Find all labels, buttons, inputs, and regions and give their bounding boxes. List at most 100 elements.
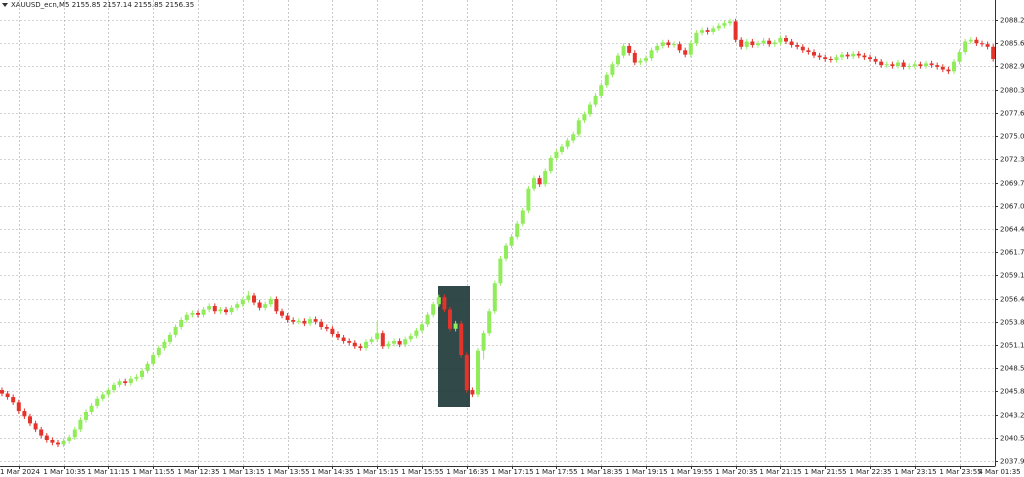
candle-body bbox=[330, 328, 335, 335]
y-tick-label: 2053.80 bbox=[1000, 319, 1024, 327]
candle-body bbox=[140, 370, 144, 377]
y-tick-label: 2088.25 bbox=[1000, 17, 1024, 25]
candle-body bbox=[72, 429, 77, 438]
candle-body bbox=[873, 59, 878, 62]
candle-body bbox=[884, 64, 889, 66]
y-tick-label: 2080.30 bbox=[1000, 87, 1024, 95]
candle-body bbox=[67, 437, 72, 441]
candle-body bbox=[336, 334, 340, 338]
x-tick-label: 1 Mar 21:15 bbox=[759, 468, 801, 476]
x-tick-label: 1 Mar 18:35 bbox=[580, 468, 622, 476]
candle-body bbox=[100, 394, 105, 399]
candle-body bbox=[162, 341, 167, 349]
candle-body bbox=[291, 320, 296, 322]
candle-body bbox=[498, 258, 503, 284]
x-tick-label: 1 Mar 17:15 bbox=[491, 468, 533, 476]
candle-body bbox=[744, 41, 749, 47]
candle-body bbox=[487, 311, 492, 334]
candle-body bbox=[0, 390, 4, 394]
candle-body bbox=[509, 236, 514, 246]
candle-body bbox=[184, 314, 189, 321]
candle-body bbox=[991, 46, 996, 60]
candle-body bbox=[504, 245, 508, 259]
candle-body bbox=[677, 44, 682, 51]
candle-body bbox=[358, 346, 363, 349]
candle-body bbox=[364, 341, 368, 349]
y-tick-label: 2077.65 bbox=[1000, 110, 1024, 118]
candle-body bbox=[235, 304, 240, 308]
candle-body bbox=[375, 333, 380, 340]
candle-body bbox=[481, 333, 486, 351]
x-tick-label: 1 Mar 19:55 bbox=[670, 468, 712, 476]
candle-body bbox=[61, 440, 66, 445]
candle-body bbox=[420, 324, 424, 331]
candle-body bbox=[532, 178, 536, 189]
x-tick-label: 1 Mar 11:15 bbox=[87, 468, 129, 476]
x-tick-label: 1 Mar 13:55 bbox=[267, 468, 309, 476]
candle-body bbox=[145, 363, 150, 371]
x-tick-label: 1 Mar 14:35 bbox=[311, 468, 353, 476]
candle-body bbox=[50, 439, 55, 443]
candle-body bbox=[700, 30, 704, 33]
candle-body bbox=[56, 442, 60, 445]
candle-body bbox=[543, 171, 548, 185]
candle-body bbox=[280, 311, 284, 316]
candle-body bbox=[459, 323, 464, 356]
candle-body bbox=[828, 59, 833, 61]
candle-body bbox=[901, 62, 906, 67]
candle-body bbox=[761, 40, 766, 44]
candle-body bbox=[784, 38, 788, 42]
y-tick-label: 2037.90 bbox=[1000, 458, 1024, 466]
candle-body bbox=[218, 309, 223, 312]
candle-body bbox=[627, 45, 632, 53]
candle-body bbox=[632, 52, 637, 63]
candle-body bbox=[638, 60, 643, 63]
candle-body bbox=[11, 397, 16, 403]
candle-body bbox=[896, 62, 900, 67]
candle-body bbox=[212, 306, 217, 312]
candle-body bbox=[414, 330, 419, 336]
candle-body bbox=[492, 283, 497, 312]
candle-body bbox=[520, 210, 525, 224]
candle-body bbox=[616, 55, 620, 65]
candle-body bbox=[207, 306, 212, 310]
candle-body bbox=[711, 28, 716, 32]
candle-body bbox=[929, 63, 934, 66]
x-tick-label: 1 Mar 2024 bbox=[0, 468, 40, 476]
candle-body bbox=[957, 52, 962, 62]
candle-body bbox=[868, 57, 872, 60]
candle-body bbox=[285, 315, 290, 321]
x-tick-label: 1 Mar 17:55 bbox=[535, 468, 577, 476]
candle-body bbox=[229, 307, 234, 313]
candle-body bbox=[610, 64, 615, 75]
candle-body bbox=[789, 41, 794, 46]
candle-body bbox=[588, 104, 592, 115]
candle-body bbox=[851, 53, 856, 57]
x-tick-label: 1 Mar 10:35 bbox=[43, 468, 85, 476]
candle-body bbox=[795, 45, 800, 47]
x-tick-label: 1 Mar 23:55 bbox=[939, 468, 981, 476]
candle-body bbox=[862, 55, 867, 58]
y-tick-label: 2051.15 bbox=[1000, 342, 1024, 350]
candle-body bbox=[806, 50, 811, 53]
candle-body bbox=[112, 384, 116, 391]
candle-body bbox=[196, 313, 200, 315]
candle-body bbox=[123, 381, 128, 384]
candle-body bbox=[442, 297, 447, 310]
candle-body bbox=[515, 223, 520, 237]
y-tick-label: 2040.55 bbox=[1000, 435, 1024, 443]
candle-body bbox=[739, 39, 744, 47]
candle-body bbox=[946, 69, 951, 72]
candle-body bbox=[347, 341, 352, 343]
candle-body bbox=[436, 297, 441, 305]
candle-body bbox=[772, 42, 777, 45]
candle-body bbox=[263, 304, 268, 308]
candle-body bbox=[89, 405, 94, 412]
candle-body bbox=[974, 39, 979, 44]
candle-body bbox=[890, 64, 895, 67]
candle-body bbox=[683, 50, 688, 55]
candle-body bbox=[834, 57, 839, 60]
candle-body bbox=[694, 32, 699, 44]
candle-body bbox=[5, 393, 10, 398]
